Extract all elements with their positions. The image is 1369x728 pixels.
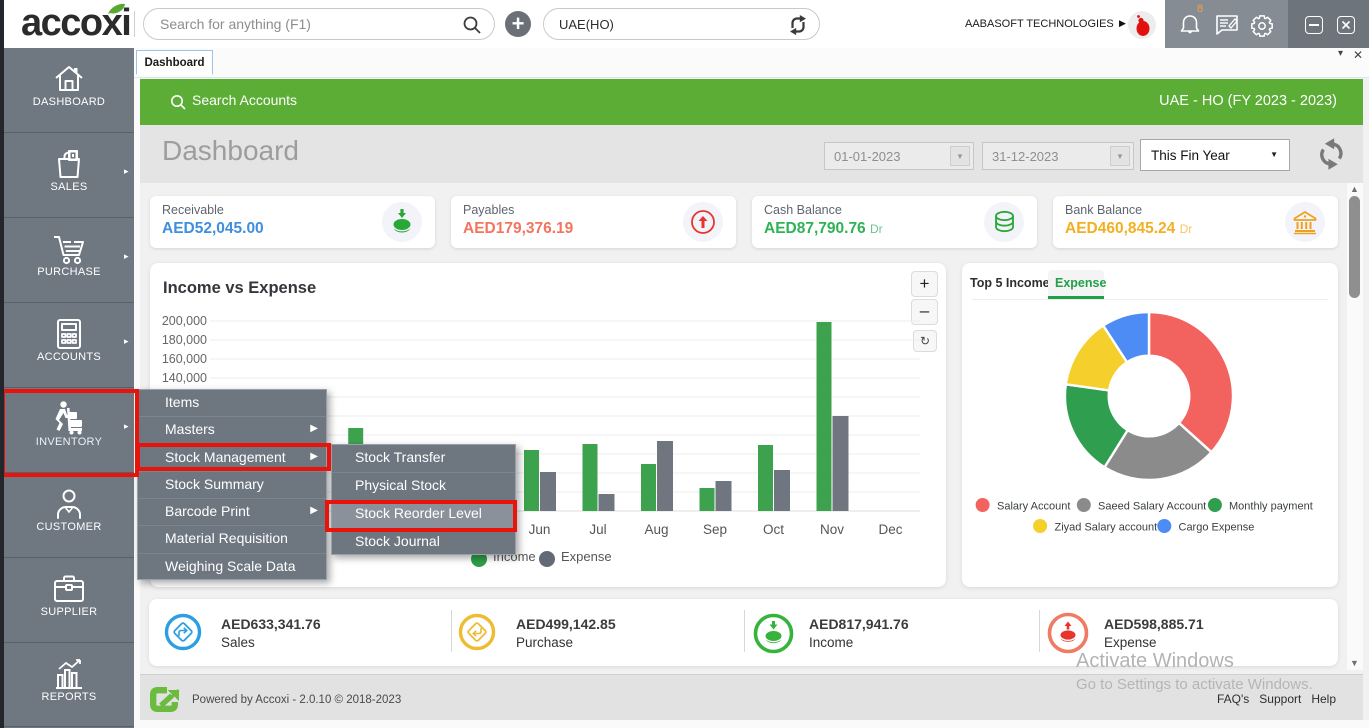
svg-text:Expense: Expense: [561, 549, 612, 564]
svg-text:Jun: Jun: [529, 522, 551, 537]
svg-text:Dec: Dec: [878, 522, 902, 537]
svg-text:Monthly payment: Monthly payment: [1229, 501, 1313, 513]
svg-text:180,000: 180,000: [162, 333, 207, 347]
svg-text:Sep: Sep: [703, 522, 727, 537]
svg-text:Saeed Salary Account: Saeed Salary Account: [1098, 501, 1206, 513]
svg-text:Oct: Oct: [763, 522, 784, 537]
svg-text:Salary Account: Salary Account: [997, 501, 1070, 513]
svg-text:Ziyad Salary account: Ziyad Salary account: [1055, 522, 1158, 534]
svg-text:140,000: 140,000: [162, 371, 207, 385]
svg-text:Nov: Nov: [820, 522, 844, 537]
svg-text:Aug: Aug: [644, 522, 668, 537]
svg-text:160,000: 160,000: [162, 352, 207, 366]
svg-text:Jul: Jul: [589, 522, 606, 537]
svg-text:Cargo Expense: Cargo Expense: [1179, 522, 1255, 534]
svg-text:200,000: 200,000: [162, 314, 207, 328]
